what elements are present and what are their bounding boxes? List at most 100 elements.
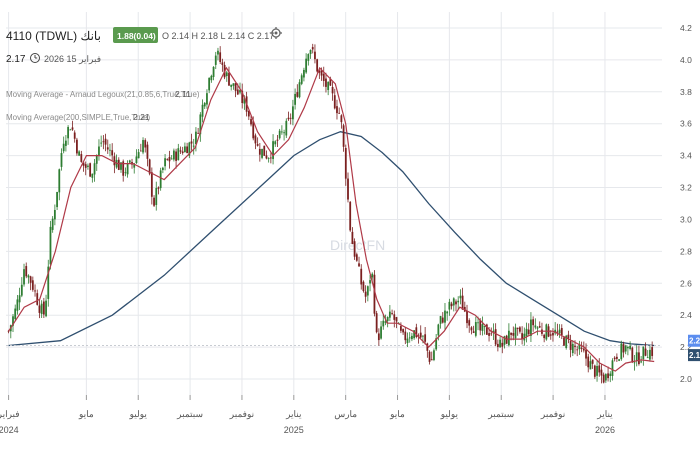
candle-body [274, 141, 277, 145]
candle-body [258, 148, 261, 155]
candle-body [516, 327, 519, 329]
candle-body [364, 291, 367, 297]
candle-body [587, 356, 590, 368]
candle-body [543, 334, 546, 339]
candle-body [399, 326, 402, 331]
candle-body [488, 333, 490, 336]
x-tick-label: يوليو [440, 409, 459, 420]
candle-body [428, 351, 431, 362]
indicator-1-label: Moving Average - Arnaud Legoux(21,0.85,6… [6, 90, 200, 99]
candle-body [137, 152, 140, 159]
candle-body [232, 83, 235, 86]
candle-body [67, 126, 69, 139]
candle-body [146, 144, 149, 159]
candle-body [408, 337, 411, 339]
candle-body [455, 301, 457, 305]
price-pill-text: 2.1 [689, 351, 700, 360]
candle-body [309, 49, 312, 55]
candle-body [71, 127, 74, 130]
candle-body [483, 326, 486, 328]
x-tick-year: 2026 [595, 425, 615, 435]
candle-body [144, 140, 147, 148]
candle-body [278, 130, 281, 139]
candle-body [256, 144, 259, 146]
candle-body [552, 332, 554, 336]
candle-body [272, 141, 274, 160]
x-tick-label: مارس [334, 409, 357, 420]
candle-body [283, 132, 285, 134]
candle-body [93, 163, 96, 175]
x-tick-label: نوفمبر [229, 409, 254, 420]
candle-body [609, 373, 612, 376]
candle-body [113, 156, 116, 166]
candle-body [525, 328, 528, 337]
candle-body [98, 146, 100, 156]
candle-body [415, 327, 418, 337]
candle-body [307, 54, 310, 61]
candle-body [507, 330, 510, 346]
candle-body [261, 148, 263, 158]
x-tick-label: مايو [78, 409, 94, 420]
candle-body [631, 347, 634, 362]
candle-body [492, 330, 495, 333]
candle-body [490, 333, 493, 335]
candle-body [208, 77, 211, 91]
candle-body [239, 90, 241, 93]
candle-body [210, 75, 213, 81]
candle-body [444, 310, 446, 323]
candle-body [441, 317, 444, 323]
candle-body [457, 300, 460, 303]
candle-body [536, 327, 539, 329]
candle-body [514, 327, 517, 339]
y-tick-label: 3.6 [680, 119, 692, 129]
candle-body [382, 320, 385, 327]
indicator-2-label: Moving Average(200,SIMPLE,True,True) [6, 113, 151, 122]
candle-body [435, 338, 438, 350]
candle-body [40, 303, 43, 315]
candle-body [380, 326, 382, 339]
candle-body [76, 139, 78, 154]
candle-body [646, 357, 649, 359]
y-tick-label: 2.2 [680, 342, 692, 352]
candle-body [51, 218, 54, 230]
candle-body [549, 334, 552, 336]
candle-body [624, 345, 627, 352]
candle-body [265, 155, 268, 159]
clock-icon [30, 53, 40, 63]
candle-body [613, 357, 616, 360]
y-tick-label: 4.0 [680, 55, 692, 65]
candle-body [461, 295, 464, 310]
candle-body [358, 263, 360, 267]
candle-body [351, 231, 354, 245]
x-tick-label: يوليو [129, 409, 148, 420]
candle-body [503, 336, 506, 345]
candle-body [91, 173, 94, 178]
candle-body [320, 70, 323, 76]
candle-body [166, 158, 169, 160]
candle-body [175, 151, 177, 161]
candle-body [31, 280, 34, 290]
candle-body [78, 151, 81, 156]
candle-body [214, 55, 217, 65]
candle-body [642, 346, 645, 360]
chart-header: 4110 (TDWL) بانك 1.88(0.04) O 2.14 H 2.1… [6, 27, 282, 122]
candle-body [206, 93, 208, 105]
candle-body [36, 293, 39, 305]
candle-body [228, 72, 230, 86]
candle-body [294, 93, 297, 105]
candle-body [195, 131, 197, 145]
candle-body [333, 95, 336, 109]
candle-body [247, 110, 250, 117]
candle-body [181, 151, 184, 154]
candle-body [439, 316, 442, 324]
candle-body [336, 106, 338, 114]
sma200-line [8, 131, 655, 347]
candle-body [170, 158, 173, 160]
candle-body [161, 167, 164, 171]
gear-icon[interactable] [270, 27, 282, 39]
candle-body [148, 159, 151, 174]
candle-body [600, 369, 603, 376]
candle-body [241, 90, 244, 104]
candle-body [485, 324, 488, 335]
